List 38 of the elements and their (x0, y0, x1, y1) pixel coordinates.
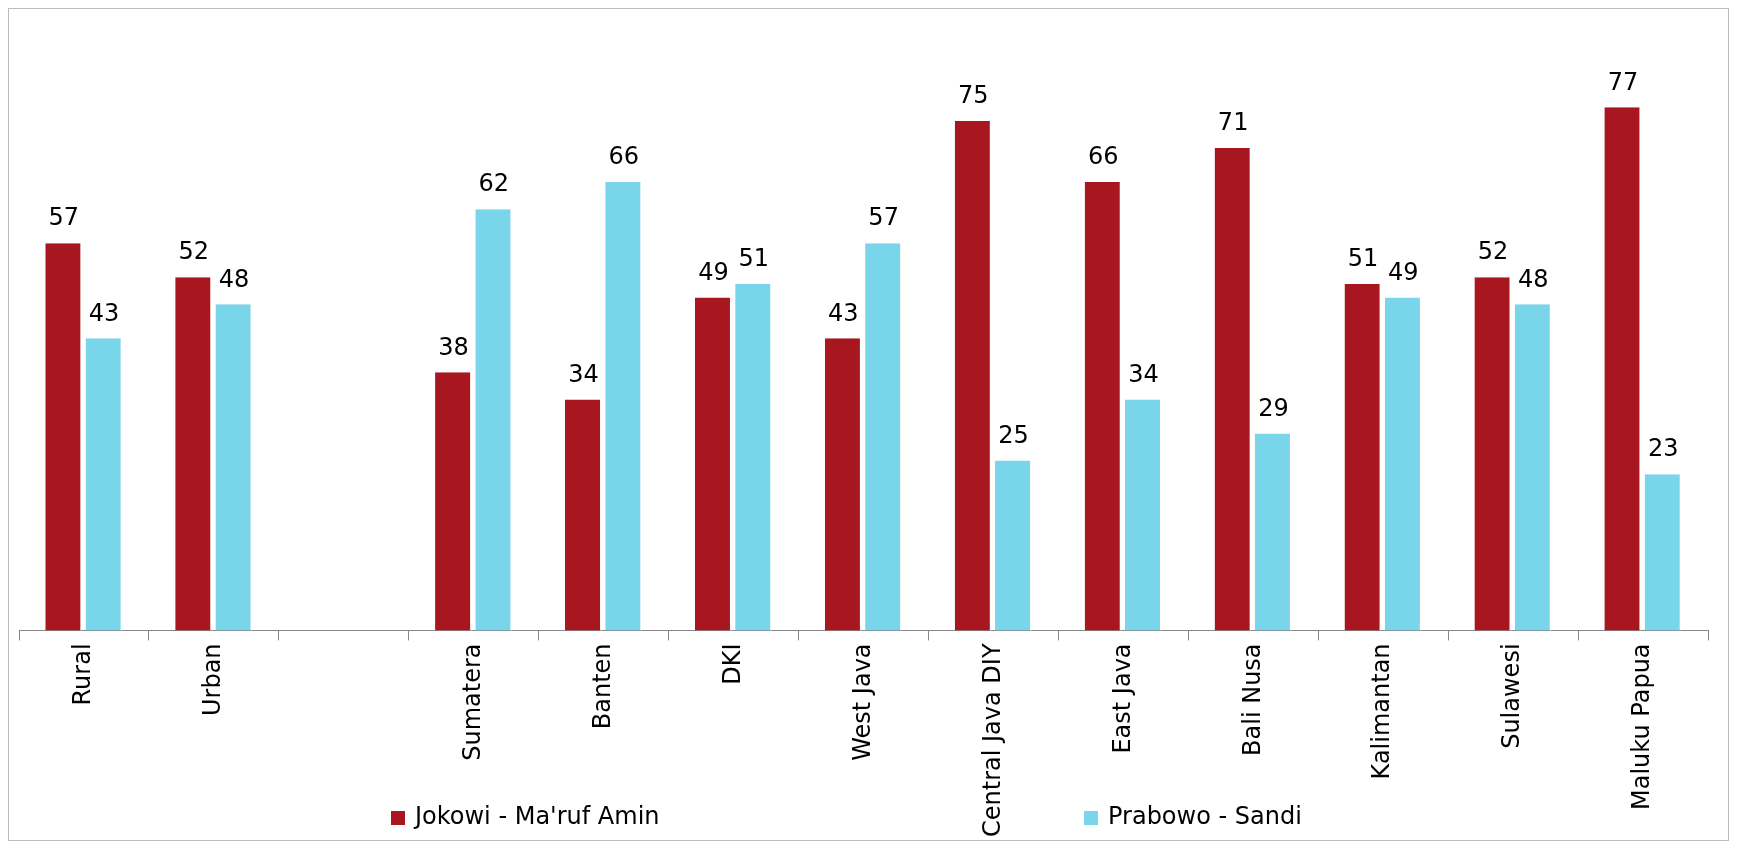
data-label: 57 (868, 203, 899, 232)
data-label: 34 (568, 359, 599, 388)
data-label: 71 (1217, 108, 1249, 137)
x-tick-label: Sulawesi (1497, 643, 1526, 749)
data-label: 52 (1477, 237, 1509, 266)
data-label: 25 (998, 420, 1029, 449)
data-label: 66 (1087, 142, 1119, 171)
data-label: 48 (1517, 264, 1549, 293)
x-tick-label: Rural (68, 643, 97, 706)
x-tick-label: East Java (1107, 643, 1136, 754)
x-tick-label: West Java (847, 643, 876, 761)
legend-label: Jokowi - Ma'ruf Amin (413, 802, 660, 831)
x-tick-label: Banten (587, 643, 616, 730)
x-tick-label: Kalimantan (1367, 643, 1396, 780)
data-label: 34 (1128, 359, 1159, 388)
data-label: 51 (738, 244, 769, 273)
x-tick-label: Central Java DIY (977, 643, 1006, 837)
x-tick-label: Sumatera (457, 643, 486, 761)
data-label: 49 (1388, 257, 1419, 286)
legend-label: Prabowo - Sandi (1108, 802, 1302, 831)
data-label: 62 (478, 169, 510, 198)
data-label: 77 (1607, 67, 1639, 96)
data-label: 57 (48, 203, 80, 232)
data-label: 38 (438, 332, 469, 361)
data-label: 66 (608, 142, 640, 171)
x-tick-label: DKI (717, 643, 746, 685)
x-tick-label: Maluku Papua (1627, 643, 1656, 810)
data-label: 43 (88, 298, 120, 327)
data-label: 75 (958, 81, 989, 110)
data-label: 29 (1258, 393, 1289, 422)
data-label: 48 (218, 264, 250, 293)
data-label: 52 (178, 237, 210, 266)
x-tick-label: Urban (198, 643, 227, 717)
data-label: 23 (1647, 434, 1679, 463)
data-label: 51 (1347, 244, 1379, 273)
x-tick-label: Bali Nusa (1237, 643, 1266, 756)
data-label: 49 (698, 257, 729, 286)
data-label: 43 (828, 298, 859, 327)
